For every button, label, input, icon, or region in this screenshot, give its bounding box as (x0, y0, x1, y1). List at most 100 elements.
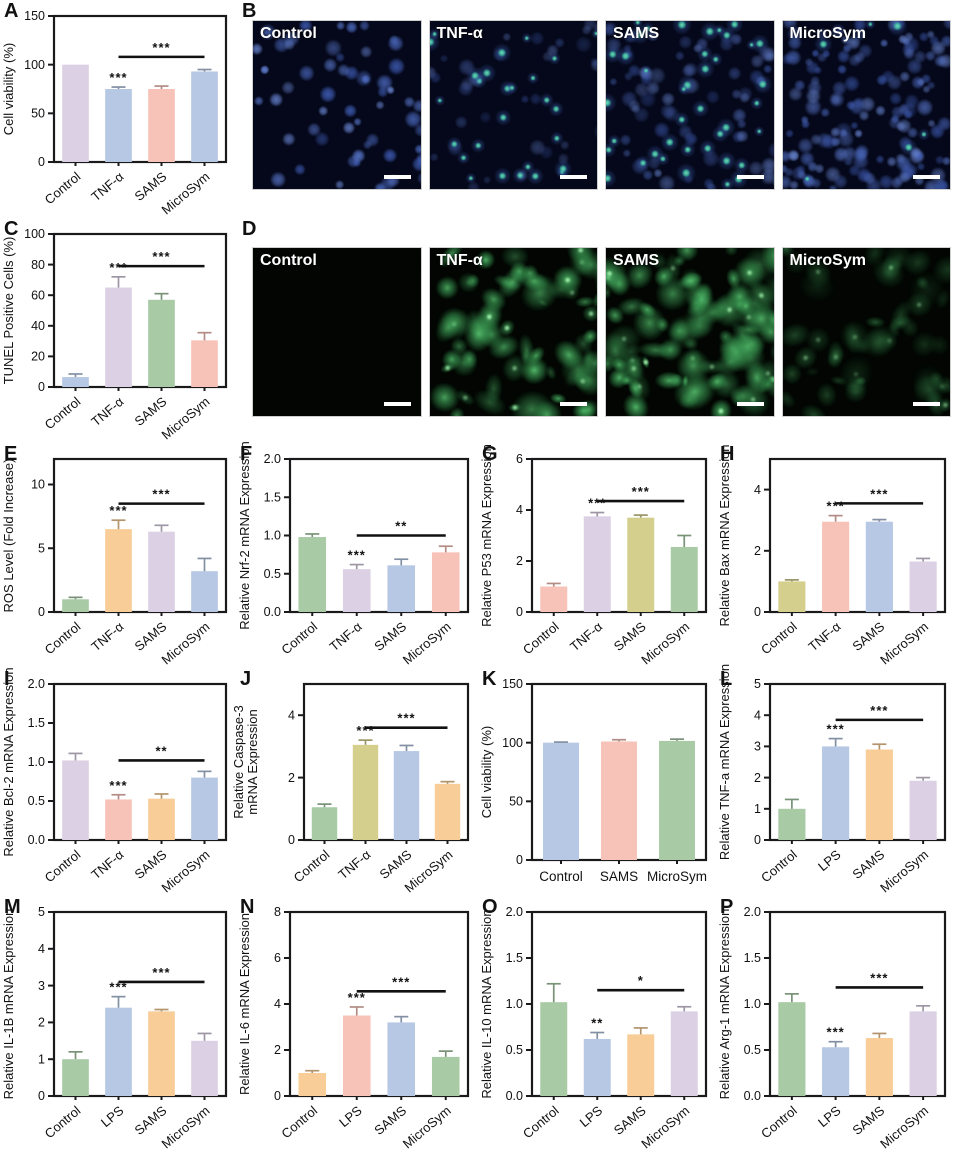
svg-text:150: 150 (502, 677, 523, 691)
svg-text:Control: Control (42, 847, 84, 886)
svg-text:*: * (638, 973, 644, 988)
svg-text:4: 4 (754, 483, 761, 497)
bar-chart-cell-viability-sams: 0 50 100 150 Cell viability (%) Control SAMS Mi… (478, 668, 716, 896)
svg-text:0: 0 (38, 1089, 45, 1103)
chart-svg-E: 0 5 10 ROS Level (Fold Increase) Control TNF-… (1, 457, 228, 667)
panel-M: M 0 1 2 3 4 5 Relative IL-1B mRNA Expression Co… (0, 896, 236, 1152)
scale-bar (383, 175, 411, 179)
svg-text:Relative Arg-1 mRNA Expression: Relative Arg-1 mRNA Expression (717, 909, 732, 1100)
svg-text:3: 3 (754, 740, 761, 754)
chart-svg-A: 0 50 100 150 Cell viability (%) Control TNF-α S… (1, 9, 228, 217)
svg-text:4: 4 (274, 997, 281, 1011)
svg-text:***: *** (348, 548, 366, 563)
panel-G: G 0 2 4 6 Relative P53 mRNA Expression Contro… (478, 443, 716, 668)
svg-text:20: 20 (31, 350, 45, 364)
svg-text:Control: Control (278, 1103, 320, 1142)
svg-text:Relative IL-10 mRNA Expression: Relative IL-10 mRNA Expression (479, 909, 494, 1098)
fluorescence-image-row-nuclei: Control TNF-α SAMS MicroSym (252, 20, 951, 190)
svg-text:Cell viability (%): Cell viability (%) (1, 43, 16, 135)
svg-text:TNF-α: TNF-α (335, 847, 373, 883)
svg-text:1.0: 1.0 (264, 529, 281, 543)
svg-text:1.5: 1.5 (28, 716, 45, 730)
bar-chart-il1b: 0 1 2 3 4 5 Relative IL-1B mRNA Expression Cont… (0, 896, 236, 1152)
fluorescence-image-label: SAMS (613, 25, 660, 42)
svg-text:1.5: 1.5 (506, 951, 523, 965)
chart-svg-I: 0.0 0.5 1.0 1.5 2.0 Relative Bcl-2 mRNA Expre… (1, 667, 228, 896)
chart-svg-C: 0 20 40 60 80 100 TUNEL Positive Cells (%) Cont… (1, 227, 228, 442)
svg-text:TNF-α: TNF-α (88, 169, 126, 205)
svg-text:SAMS: SAMS (371, 619, 409, 654)
bar-chart-nrf2: 0.0 0.5 1.0 1.5 2.0 Relative Nrf-2 mRNA Expre… (236, 441, 478, 668)
svg-text:Relative Caspase-3: Relative Caspase-3 (231, 705, 246, 818)
svg-text:Control: Control (758, 1103, 800, 1142)
svg-text:Relative P53 mRNA Expression: Relative P53 mRNA Expression (479, 444, 494, 627)
svg-text:4: 4 (516, 503, 523, 517)
fluorescence-canvas (606, 21, 774, 189)
scale-bar (913, 175, 940, 179)
bar-chart-cell-viability-tnf: 0 50 100 150 Cell viability (%) Control TNF-α S… (0, 0, 236, 218)
svg-text:80: 80 (31, 258, 45, 272)
svg-text:0.5: 0.5 (744, 1043, 761, 1057)
chart-svg-K: 0 50 100 150 Cell viability (%) Control SAMS Mi… (479, 677, 708, 884)
svg-text:***: *** (152, 40, 170, 55)
panel-letter-M: M (4, 896, 21, 918)
svg-text:***: *** (356, 723, 374, 738)
svg-text:2: 2 (288, 771, 295, 785)
fluorescence-image-label: MicroSym (789, 25, 866, 42)
bar-chart-tunel-positive: 0 20 40 60 80 100 TUNEL Positive Cells (%) Cont… (0, 218, 236, 443)
panel-letter-I: I (4, 668, 10, 690)
svg-text:***: *** (152, 249, 170, 264)
panel-C: C 0 20 40 60 80 100 TUNEL Positive Cells (%) Co… (0, 218, 236, 443)
svg-text:0.0: 0.0 (264, 605, 281, 619)
svg-text:5: 5 (754, 677, 761, 691)
panel-letter-F: F (240, 443, 253, 465)
svg-text:1.5: 1.5 (744, 951, 761, 965)
svg-text:SAMS: SAMS (849, 847, 887, 882)
svg-text:Control: Control (42, 169, 84, 207)
panel-N: N 0 2 4 6 8 Relative IL-6 mRNA Expression Cont… (236, 896, 478, 1152)
svg-text:50: 50 (509, 795, 523, 809)
svg-text:1.0: 1.0 (506, 997, 523, 1011)
svg-text:SAMS: SAMS (132, 1103, 170, 1138)
svg-text:LPS: LPS (815, 847, 844, 874)
svg-text:0: 0 (38, 380, 45, 394)
svg-text:0.5: 0.5 (506, 1043, 523, 1057)
svg-text:Control: Control (520, 1103, 562, 1142)
chart-svg-N: 0 2 4 6 8 Relative IL-6 mRNA Expression Contro… (237, 905, 470, 1151)
svg-text:0.0: 0.0 (506, 1089, 523, 1103)
svg-text:8: 8 (274, 905, 281, 919)
bar-chart-arg1: 0.0 0.5 1.0 1.5 2.0 Relative Arg-1 mRNA Expre… (716, 896, 955, 1152)
svg-text:LPS: LPS (98, 1103, 127, 1130)
bar-chart-il10: 0.0 0.5 1.0 1.5 2.0 Relative IL-10 mRNA Expre… (478, 896, 716, 1152)
svg-text:0: 0 (754, 833, 761, 847)
svg-text:50: 50 (31, 107, 45, 121)
fluorescence-image-B-MicroSym: MicroSym (781, 20, 951, 190)
bar-chart-ros-level: 0 5 10 ROS Level (Fold Increase) Control TNF-… (0, 443, 236, 668)
svg-text:0: 0 (38, 155, 45, 169)
panel-I: I 0.0 0.5 1.0 1.5 2.0 Relative Bcl-2 mRNA Exp… (0, 667, 236, 896)
bar-chart-bcl2: 0.0 0.5 1.0 1.5 2.0 Relative Bcl-2 mRNA Expre… (0, 667, 236, 896)
svg-text:***: *** (588, 496, 606, 511)
svg-text:SAMS: SAMS (132, 169, 170, 204)
svg-text:4: 4 (38, 942, 45, 956)
panel-letter-B: B (242, 0, 257, 22)
panel-letter-N: N (240, 896, 255, 918)
panel-letter-A: A (4, 0, 19, 22)
svg-text:MicroSym: MicroSym (159, 1103, 213, 1152)
panel-P: P 0.0 0.5 1.0 1.5 2.0 Relative Arg-1 mRNA Exp… (716, 896, 955, 1152)
panel-letter-E: E (4, 443, 18, 465)
svg-text:MicroSym: MicroSym (159, 847, 213, 896)
fluorescence-image-D-SAMS: SAMS (605, 247, 775, 417)
svg-text:LPS: LPS (336, 1103, 365, 1130)
svg-text:1: 1 (754, 802, 761, 816)
chart-svg-O: 0.0 0.5 1.0 1.5 2.0 Relative IL-10 mRNA Expre… (479, 905, 708, 1151)
panel-A: A 0 50 100 150 Cell viability (%) Control TNF-… (0, 0, 236, 218)
panel-letter-K: K (482, 668, 497, 690)
svg-text:0.5: 0.5 (264, 567, 281, 581)
svg-text:40: 40 (31, 319, 45, 333)
bar-chart-caspase3: 0 2 4 Relative Caspase-3 mRNA Expression Cont… (231, 668, 478, 896)
svg-text:MicroSym: MicroSym (400, 619, 454, 668)
svg-text:MicroSym: MicroSym (877, 847, 931, 896)
svg-text:Relative TNF-a mRNA Expression: Relative TNF-a mRNA Expression (717, 664, 732, 860)
fluorescence-image-D-TNF-α: TNF-α (428, 247, 598, 417)
